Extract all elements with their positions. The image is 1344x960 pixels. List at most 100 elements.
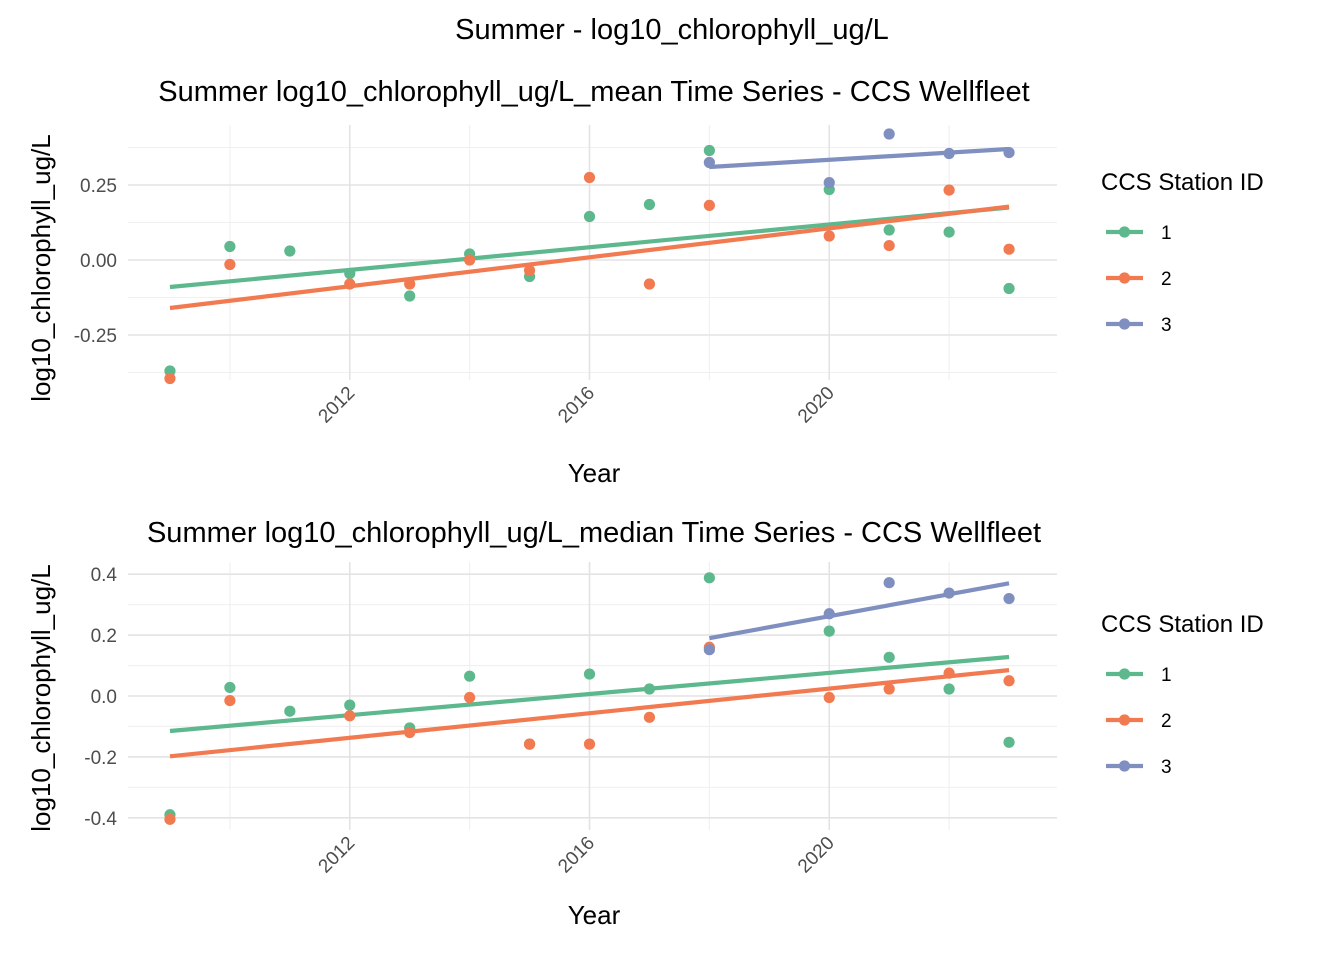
mean-point-station-1 — [344, 267, 356, 280]
median-legend-title: CCS Station ID — [1101, 611, 1264, 638]
mean-legend-items: 1 2 3 — [1106, 223, 1172, 336]
mean-chart-panel: Summer log10_chlorophyll_ug/L_mean Time … — [26, 76, 1264, 488]
median-point-station-2 — [823, 691, 835, 704]
mean-point-station-2 — [404, 278, 416, 290]
mean-point-station-3 — [1003, 147, 1015, 159]
mean-chart-marks — [164, 128, 1015, 385]
page-title: Summer - log10_chlorophyll_ug/L — [455, 14, 889, 46]
median-point-station-1 — [284, 705, 296, 717]
mean-chart-grid — [128, 125, 1057, 380]
median-point-station-1 — [643, 683, 656, 695]
median-point-station-1 — [464, 670, 476, 682]
median-point-station-1 — [883, 651, 895, 663]
mean-chart-legend: CCS Station ID 1 2 3 — [1101, 169, 1264, 336]
median-legend-label-3: 3 — [1161, 757, 1172, 778]
mean-point-station-1 — [404, 290, 416, 302]
mean-point-station-2 — [464, 254, 476, 266]
median-legend-label-1: 1 — [1161, 665, 1172, 686]
median-chart-y-axis-title: log10_chlorophyll_ug/L — [26, 564, 56, 831]
median-point-station-2 — [164, 813, 176, 825]
median-point-station-1 — [943, 683, 955, 695]
median-trend-line-station-1 — [169, 654, 1010, 734]
median-point-station-3 — [883, 577, 895, 589]
mean-point-station-2 — [224, 258, 236, 271]
median-chart-x-axis-title: Year — [568, 900, 621, 930]
y-tick-label: -0.25 — [74, 326, 117, 347]
mean-point-station-2 — [344, 278, 356, 290]
y-tick-label: 0.4 — [91, 565, 118, 586]
median-point-station-2 — [404, 726, 416, 739]
median-chart-panel: Summer log10_chlorophyll_ug/L_median Tim… — [26, 517, 1264, 930]
median-chart-title: Summer log10_chlorophyll_ug/L_median Tim… — [147, 517, 1041, 549]
median-point-station-2 — [224, 694, 236, 707]
mean-point-station-1 — [224, 240, 236, 253]
median-chart-legend: CCS Station ID 1 2 3 — [1101, 611, 1264, 778]
x-tick-label: 2020 — [794, 383, 839, 428]
mean-point-station-3 — [823, 177, 835, 189]
median-point-station-1 — [1003, 736, 1015, 748]
mean-trend-line-station-3 — [709, 146, 1010, 170]
mean-point-station-1 — [703, 144, 715, 157]
mean-point-station-1 — [883, 224, 895, 236]
median-trend-line-station-3 — [708, 581, 1010, 641]
mean-legend-title: CCS Station ID — [1101, 169, 1264, 196]
mean-legend-label-3: 3 — [1161, 315, 1172, 336]
mean-legend-key-point-1 — [1118, 226, 1131, 238]
mean-point-station-1 — [1003, 282, 1015, 295]
median-point-station-3 — [823, 608, 835, 620]
y-tick-label: 0.2 — [91, 626, 117, 647]
mean-point-station-2 — [583, 171, 596, 184]
mean-chart-title: Summer log10_chlorophyll_ug/L_mean Time … — [158, 76, 1029, 108]
median-point-station-1 — [344, 699, 356, 711]
median-trend-line-station-2 — [169, 668, 1010, 759]
x-tick-label: 2016 — [554, 833, 599, 878]
mean-trend-line-station-1 — [169, 205, 1010, 290]
mean-point-station-1 — [284, 245, 296, 257]
median-chart-ticks: -0.4 -0.2 0.0 0.2 0.4 2012 2016 2020 — [84, 565, 839, 877]
mean-chart-x-axis-title: Year — [568, 458, 621, 488]
mean-point-station-2 — [883, 240, 895, 252]
median-chart-marks — [164, 572, 1015, 825]
median-point-station-2 — [883, 683, 895, 695]
mean-point-station-2 — [703, 199, 715, 211]
mean-legend-key-point-3 — [1118, 318, 1131, 330]
x-tick-label: 2012 — [315, 383, 360, 428]
median-point-station-2 — [523, 738, 536, 750]
mean-point-station-2 — [823, 230, 835, 242]
mean-legend-label-1: 1 — [1161, 223, 1172, 244]
median-point-station-2 — [943, 667, 955, 679]
median-point-station-3 — [943, 587, 955, 599]
mean-chart-ticks: -0.25 0.00 0.25 2012 2016 2020 — [74, 176, 839, 427]
mean-point-station-1 — [943, 226, 955, 238]
mean-point-station-1 — [643, 198, 656, 211]
median-legend-label-2: 2 — [1161, 711, 1172, 732]
median-point-station-2 — [583, 738, 596, 750]
x-tick-label: 2020 — [794, 833, 839, 878]
x-tick-label: 2016 — [554, 383, 599, 428]
median-legend-key-point-3 — [1118, 760, 1131, 772]
mean-point-station-2 — [523, 264, 536, 277]
mean-point-station-2 — [164, 372, 176, 385]
mean-point-station-2 — [943, 184, 955, 196]
median-point-station-3 — [703, 644, 715, 656]
median-point-station-2 — [1003, 675, 1015, 687]
mean-point-station-3 — [883, 128, 895, 140]
mean-trend-line-station-2 — [169, 204, 1010, 311]
x-tick-label: 2012 — [315, 833, 360, 878]
y-tick-label: -0.4 — [84, 809, 117, 830]
median-point-station-1 — [224, 681, 236, 694]
mean-point-station-3 — [943, 147, 955, 160]
y-tick-label: 0.00 — [80, 251, 117, 272]
median-chart-grid — [128, 562, 1057, 830]
mean-point-station-2 — [643, 278, 656, 290]
median-point-station-3 — [1003, 592, 1015, 605]
median-point-station-1 — [823, 625, 835, 637]
y-tick-label: 0.25 — [80, 176, 117, 197]
median-point-station-2 — [344, 710, 356, 722]
median-point-station-1 — [583, 668, 596, 680]
mean-legend-label-2: 2 — [1161, 269, 1172, 290]
median-point-station-2 — [464, 691, 476, 704]
mean-point-station-3 — [703, 156, 715, 169]
median-legend-items: 1 2 3 — [1106, 665, 1172, 778]
